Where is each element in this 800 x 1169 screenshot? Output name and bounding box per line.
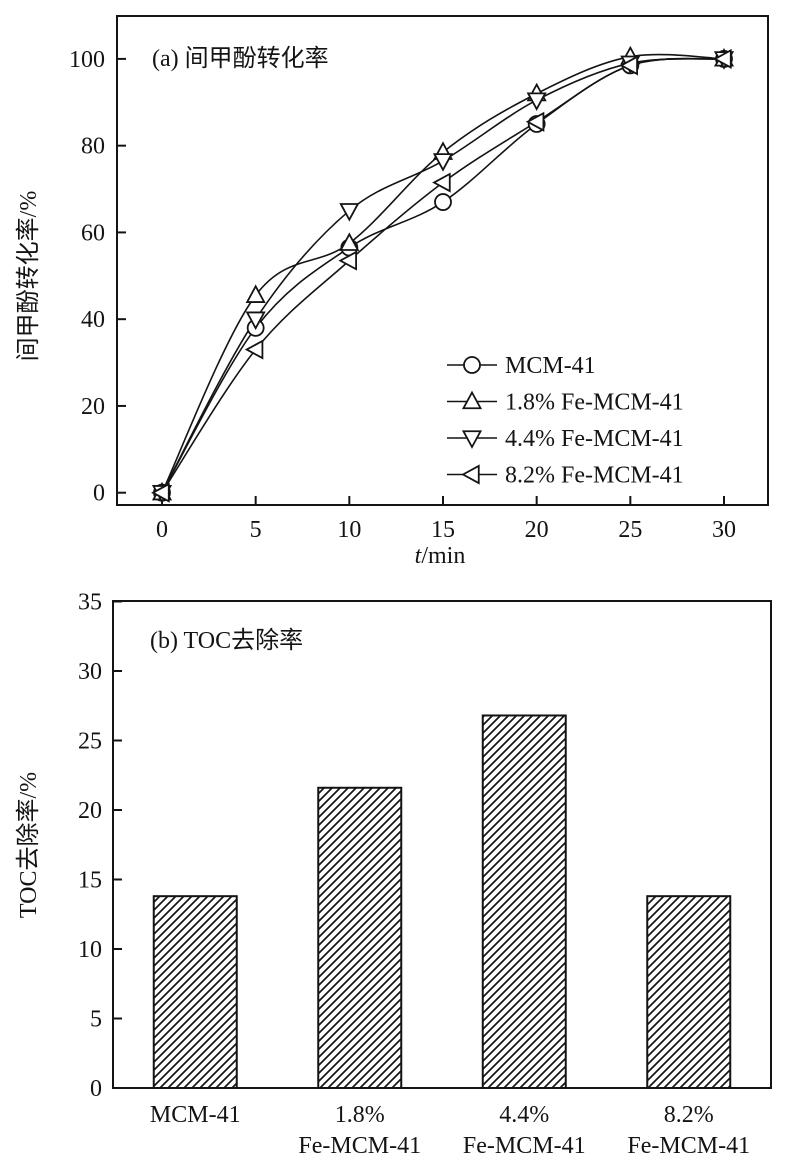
y-tick-label: 20 bbox=[81, 394, 105, 420]
marker-triangle-left-8.2% Fe-MCM-41 bbox=[713, 48, 732, 69]
category-label: Fe-MCM-41 bbox=[298, 1133, 421, 1159]
panel-a-x-axis-label: t/min bbox=[415, 543, 466, 569]
legend-label: 4.4% Fe-MCM-41 bbox=[505, 426, 684, 452]
panel-a-legend: MCM-41 1.8% Fe-MCM-41 4.4% Fe-MCM-41 8.2% F… bbox=[447, 353, 684, 489]
marker-triangle-down-4.4% Fe-MCM-41 bbox=[339, 203, 360, 222]
x-tick-label: 25 bbox=[618, 517, 642, 543]
panel-b-y-axis-label: TOC去除率/% bbox=[15, 772, 42, 918]
marker-triangle-down-4.4% Fe-MCM-41 bbox=[245, 311, 266, 331]
y-tick-label: 15 bbox=[78, 868, 102, 894]
marker-triangle-left-8.2% Fe-MCM-41 bbox=[151, 482, 170, 503]
x-tick-label: 0 bbox=[156, 517, 168, 543]
x-tick-label: 10 bbox=[337, 517, 361, 543]
y-tick-label: 5 bbox=[90, 1007, 102, 1033]
marker-triangle-left-8.2% Fe-MCM-41 bbox=[619, 55, 638, 76]
bar-4.4%-Fe-MCM-41 bbox=[481, 714, 567, 1089]
y-tick-label: 10 bbox=[78, 937, 102, 963]
marker-circle-legend bbox=[463, 356, 481, 374]
bar-MCM-41 bbox=[152, 895, 238, 1089]
category-label: 4.4% bbox=[499, 1102, 549, 1128]
legend-item-8.2% Fe-MCM-41: 8.2% Fe-MCM-41 bbox=[447, 463, 684, 489]
panel-a-axis-ticks: 0 5 10 15 20 25 30 0 20 40 60 80 100 bbox=[69, 47, 736, 543]
y-tick-label: 40 bbox=[81, 307, 105, 333]
y-tick-label: 25 bbox=[78, 729, 102, 755]
marker-triangle-down-4.4% Fe-MCM-41 bbox=[432, 153, 454, 172]
panel-a-y-axis-label: 间甲酚转化率/% bbox=[15, 191, 42, 362]
panel-b-toc-bar-chart: 0 5 10 15 20 25 30 35 MCM-41 1.8% Fe-MCM-41 4.4% Fe… bbox=[15, 590, 772, 1159]
y-tick-label: 60 bbox=[81, 220, 105, 246]
y-tick-label: 100 bbox=[69, 47, 105, 73]
bar-8.2%-Fe-MCM-41 bbox=[646, 895, 732, 1089]
category-label: 1.8% bbox=[335, 1102, 385, 1128]
x-tick-label: 30 bbox=[712, 517, 736, 543]
y-tick-label: 0 bbox=[90, 1076, 102, 1102]
marker-triangle-left-8.2% Fe-MCM-41 bbox=[244, 339, 264, 360]
category-label: 8.2% bbox=[664, 1102, 714, 1128]
panel-a-title: (a) 间甲酚转化率 bbox=[152, 45, 329, 72]
panel-b-title: (b) TOC去除率 bbox=[150, 627, 303, 654]
category-label: Fe-MCM-41 bbox=[627, 1133, 750, 1159]
panel-a-conversion-line-chart: 0 5 10 15 20 25 30 0 20 40 60 80 100 MCM-41 1.8% Fe-M… bbox=[15, 15, 769, 569]
panel-b-axis-ticks: 0 5 10 15 20 25 30 35 bbox=[78, 590, 122, 1102]
panel-b-plot-frame bbox=[112, 600, 772, 1089]
x-tick-label: 5 bbox=[250, 517, 262, 543]
category-label: MCM-41 bbox=[150, 1102, 241, 1128]
panel-a-series bbox=[151, 45, 735, 504]
legend-item-4.4% Fe-MCM-41: 4.4% Fe-MCM-41 bbox=[447, 426, 684, 452]
category-label: Fe-MCM-41 bbox=[463, 1133, 586, 1159]
marker-triangle-up-legend bbox=[461, 390, 483, 410]
marker-triangle-left-8.2% Fe-MCM-41 bbox=[432, 172, 451, 193]
marker-triangle-down-4.4% Fe-MCM-41 bbox=[526, 92, 547, 111]
y-tick-label: 80 bbox=[81, 134, 105, 160]
x-tick-label: 20 bbox=[525, 517, 549, 543]
y-tick-label: 0 bbox=[93, 481, 105, 507]
panel-b-category-labels: MCM-41 1.8% Fe-MCM-41 4.4% Fe-MCM-41 8.2% Fe-M… bbox=[150, 1102, 750, 1159]
y-tick-label: 30 bbox=[78, 659, 102, 685]
marker-triangle-down-legend bbox=[461, 430, 483, 449]
y-tick-label: 35 bbox=[78, 590, 102, 616]
bar-1.8%-Fe-MCM-41 bbox=[317, 786, 403, 1089]
legend-label: MCM-41 bbox=[505, 353, 596, 379]
series-markers-8.2% Fe-MCM-41 bbox=[151, 48, 732, 503]
x-tick-label: 15 bbox=[431, 517, 455, 543]
y-tick-label: 20 bbox=[78, 798, 102, 824]
legend-label: 1.8% Fe-MCM-41 bbox=[505, 390, 684, 416]
marker-triangle-left-8.2% Fe-MCM-41 bbox=[338, 250, 357, 271]
legend-label: 8.2% Fe-MCM-41 bbox=[505, 463, 684, 489]
legend-item-MCM-41: MCM-41 bbox=[447, 353, 596, 379]
marker-triangle-left-legend bbox=[461, 464, 480, 485]
marker-triangle-up-1.8% Fe-MCM-41 bbox=[339, 232, 360, 251]
marker-triangle-up-1.8% Fe-MCM-41 bbox=[245, 284, 266, 303]
marker-circle-MCM-41 bbox=[434, 193, 452, 211]
legend-item-1.8% Fe-MCM-41: 1.8% Fe-MCM-41 bbox=[447, 390, 684, 416]
marker-triangle-left-8.2% Fe-MCM-41 bbox=[525, 111, 545, 132]
panel-b-bars bbox=[152, 714, 732, 1089]
